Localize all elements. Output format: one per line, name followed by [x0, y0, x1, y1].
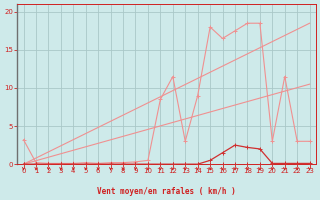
- X-axis label: Vent moyen/en rafales ( km/h ): Vent moyen/en rafales ( km/h ): [97, 187, 236, 196]
